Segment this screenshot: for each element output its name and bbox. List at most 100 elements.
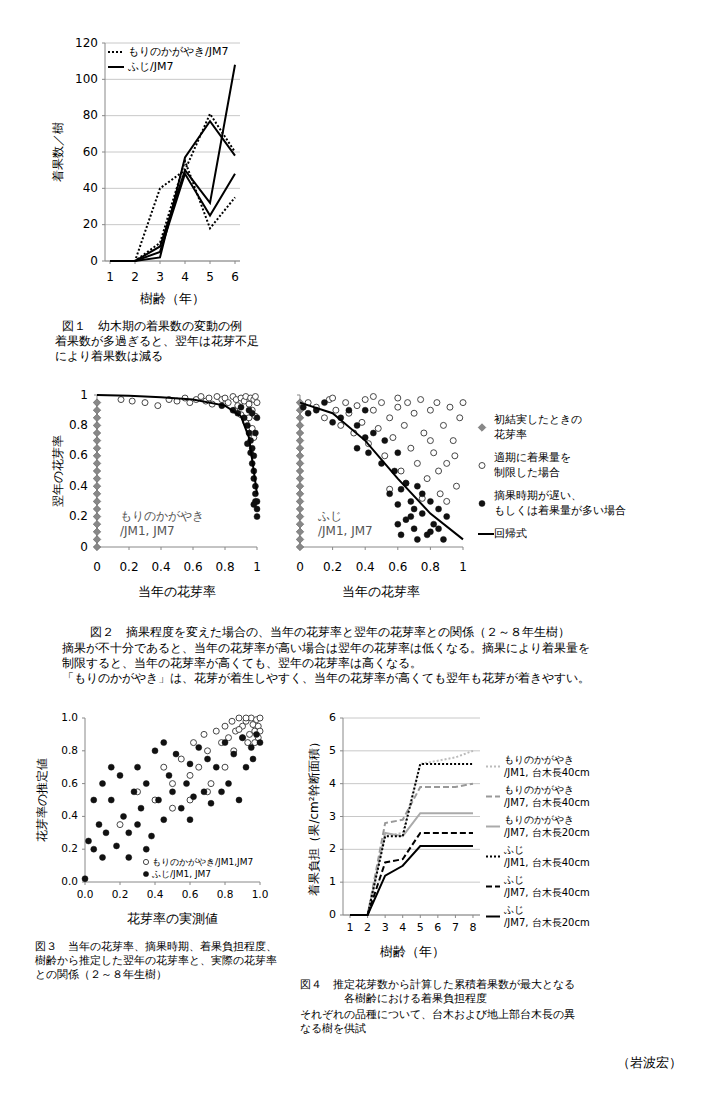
- y-tick-label: 1.0: [61, 711, 78, 723]
- point: [187, 772, 193, 778]
- x-tick: [120, 882, 121, 885]
- point: [254, 514, 260, 520]
- point: [431, 521, 437, 527]
- point: [229, 718, 235, 724]
- y-axis-label: 花芽率の推定値: [35, 758, 49, 842]
- title: 図２ 摘果程度を変えた場合の、当年の花芽率と翌年の花芽率との関係（２～８年生樹）: [90, 625, 570, 639]
- line: [350, 764, 473, 915]
- title: 図３ 当年の花芽率、摘果時期、着果負担程度、樹齢から推定した翌年の花芽率と、実際…: [35, 940, 277, 981]
- legend-label: 適期に着果量を制限した場合: [494, 451, 571, 479]
- y-tick: [340, 915, 343, 916]
- point: [411, 526, 417, 532]
- point: [156, 797, 162, 803]
- legend-symbol: [479, 501, 485, 507]
- x-tick: [430, 547, 431, 550]
- point: [222, 723, 228, 729]
- x-tick: [437, 915, 438, 918]
- point: [250, 756, 256, 762]
- point: [93, 444, 101, 452]
- point: [251, 501, 257, 507]
- point: [240, 735, 246, 741]
- point: [411, 410, 417, 416]
- legend-label: ふじ/JM7, 台木長40cm: [503, 874, 590, 898]
- text-line: もりのかがやき: [120, 509, 204, 523]
- point: [296, 414, 304, 422]
- text-line: /JM7, 台木長20cm: [504, 827, 590, 838]
- point: [117, 772, 123, 778]
- point: [225, 400, 231, 406]
- legend-symbol: [486, 856, 500, 858]
- y-tick-label: 2: [329, 842, 336, 855]
- subtitle: 着果数が多過ぎると、翌年は花芽不足により着果数は減る: [55, 334, 259, 363]
- y-axis-label: 着果数／樹: [51, 122, 65, 182]
- legend: もりのかがやき/JM1,JM7ふじ/JM1, JM7: [143, 857, 253, 879]
- y-tick-label: 0.4: [69, 479, 88, 493]
- legend-symbol: [478, 424, 486, 432]
- text-line: により着果数は減る: [55, 349, 163, 363]
- point: [166, 772, 172, 778]
- y-tick-label: 0.4: [61, 809, 78, 821]
- plot-area: [350, 751, 473, 915]
- x-tick-label: 1: [459, 560, 467, 574]
- y-tick-label: 0.8: [69, 418, 88, 432]
- grid-line: [105, 79, 240, 80]
- point: [152, 748, 158, 754]
- point: [408, 445, 414, 451]
- point: [170, 805, 176, 811]
- y-tick-label: 20: [83, 217, 98, 231]
- point: [108, 797, 114, 803]
- y-tick-label: 0.6: [61, 777, 78, 789]
- text-line: 着果数が多過ぎると、翌年は花芽不足: [55, 334, 259, 348]
- legend-label: 摘果時期が遅い、もしくは着果量が多い場合: [494, 489, 626, 517]
- subtitle: それぞれの品種について、台木および地上部台木長の異なる樹を供試: [300, 1008, 575, 1034]
- point: [196, 745, 202, 751]
- title: 図１ 幼木期の着果数の変動の例: [62, 319, 242, 333]
- y-tick: [102, 79, 105, 80]
- x-tick: [161, 547, 162, 550]
- x-tick: [463, 547, 464, 550]
- y-tick-label: 5: [329, 744, 336, 757]
- point: [296, 467, 304, 475]
- plot-area: [93, 394, 260, 551]
- text-line: 図３ 当年の花芽率、摘果時期、着果負担程度、: [35, 940, 277, 953]
- plot-area: [296, 394, 466, 551]
- point: [257, 715, 263, 721]
- point: [205, 748, 211, 754]
- point: [213, 728, 219, 734]
- annotation: もりのかがやき/JM1, JM7: [120, 509, 204, 538]
- line: [110, 121, 235, 261]
- text-line: /JM1, JM7: [120, 524, 175, 538]
- x-tick-label: 4: [399, 921, 406, 934]
- y-tick: [82, 849, 85, 850]
- point: [408, 514, 414, 520]
- legend-symbol: [486, 826, 500, 828]
- point: [254, 400, 260, 406]
- y-tick-label: 40: [83, 181, 98, 195]
- point: [178, 805, 184, 811]
- point: [431, 450, 437, 456]
- x-tick-label: 0.4: [147, 888, 164, 900]
- point: [93, 399, 101, 407]
- point: [231, 751, 237, 757]
- grid-line: [105, 43, 240, 44]
- point: [161, 740, 167, 746]
- point: [206, 395, 212, 401]
- point: [414, 483, 420, 489]
- x-tick: [455, 915, 456, 918]
- y-tick: [82, 816, 85, 817]
- y-tick-label: 1: [80, 388, 88, 402]
- text-line: 摘果が不十分であると、当年の花芽率が高い場合は翌年の花芽率は低くなる。摘果により…: [62, 641, 590, 655]
- x-tick-label: 7: [452, 921, 459, 934]
- x-tick: [185, 261, 186, 264]
- text-line: もりのかがやき: [504, 814, 574, 825]
- point: [170, 789, 176, 795]
- grid-line: [105, 188, 240, 189]
- point: [240, 735, 246, 741]
- point: [436, 468, 442, 474]
- point: [155, 403, 161, 409]
- x-tick: [420, 915, 421, 918]
- point: [93, 513, 101, 521]
- point: [208, 800, 214, 806]
- point: [398, 486, 404, 492]
- y-tick-label: 0.2: [61, 842, 78, 854]
